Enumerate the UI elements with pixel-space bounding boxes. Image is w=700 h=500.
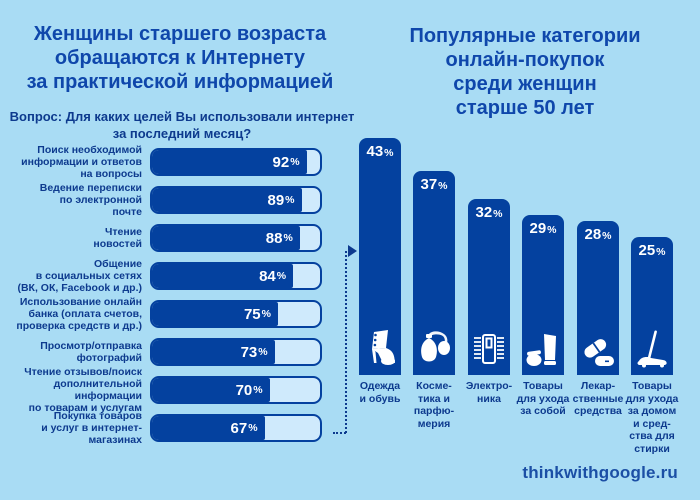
percent-sign: %: [602, 230, 612, 242]
right-column-chart: 43% Одежда и обувь 37% Косме-тика и парфю-м…: [356, 130, 700, 470]
bar-fill: 73%: [152, 340, 275, 364]
bar-row: Использование онлайн банка (оплата счетов…: [10, 296, 350, 332]
right-chart-title: Популярные категории онлайн-покупок среди …: [409, 25, 641, 119]
bar-row: Поиск необходимой информации и ответов на …: [10, 144, 350, 180]
percent-sign: %: [283, 232, 293, 244]
bar-row-label: Покупка товаров и услуг в интернет-магази…: [41, 410, 142, 446]
bar-value: 84: [259, 267, 276, 285]
left-bar-chart: Поиск необходимой информации и ответов на …: [10, 144, 350, 452]
selfcare-icon: [526, 330, 560, 370]
bar-row: Покупка товаров и услуг в интернет-магази…: [10, 410, 350, 446]
bar-row: Ведение переписки по электронной почте 89%: [10, 182, 350, 218]
connector-arrow-icon: [348, 245, 357, 257]
column-label: Электро-ника: [465, 380, 513, 405]
bar-row-label: Чтение отзывов/поиск дополнительной инфор…: [24, 366, 142, 414]
perfume-icon: [417, 330, 451, 370]
column-label: Товары для ухода за домом и сред-ства для ст…: [625, 380, 679, 455]
column-bar: 29%: [522, 215, 564, 375]
column-bar: 28%: [577, 221, 619, 375]
column-value: 28%: [584, 226, 612, 243]
bar-track: 75%: [150, 300, 322, 328]
electronics-icon: [474, 334, 504, 364]
column-label: Лекар-ственные средства: [572, 380, 624, 417]
column-bar: 43%: [359, 138, 401, 375]
column-value: 32%: [475, 204, 503, 221]
bar-track: 70%: [150, 376, 322, 404]
boot-icon: [363, 330, 397, 370]
bar-fill: 70%: [152, 378, 270, 402]
mop-icon: [635, 330, 669, 370]
bar-fill: 84%: [152, 264, 294, 288]
connector-vertical-line: [345, 251, 347, 433]
bar-row: Чтение новостей 88%: [10, 224, 350, 252]
percent-sign: %: [290, 156, 300, 168]
electronics-icon: [472, 330, 506, 370]
bar-fill: 89%: [152, 188, 302, 212]
bar-value: 67: [230, 419, 248, 437]
percent-sign: %: [285, 194, 295, 206]
bar-value: 73: [240, 343, 258, 361]
boot-icon: [372, 330, 395, 365]
left-chart-title: Женщины старшего возраста обращаются к Ин…: [26, 23, 334, 93]
percent-sign: %: [248, 422, 258, 434]
percent-sign: %: [438, 180, 448, 192]
bar-row-label: Поиск необходимой информации и ответов на …: [21, 144, 142, 180]
percent-sign: %: [493, 208, 503, 220]
bar-row-label: Чтение новостей: [93, 226, 142, 250]
bar-track: 67%: [150, 414, 322, 442]
percent-sign: %: [253, 384, 263, 396]
bar-row-label: Общение в социальных сетях (ВК, ОК, Facebo…: [17, 258, 142, 294]
perfume-icon: [421, 331, 450, 362]
percent-sign: %: [547, 224, 557, 236]
column-value: 37%: [420, 176, 448, 193]
bar-value: 70: [235, 381, 253, 399]
bar-value: 89: [267, 191, 285, 209]
column-value: 29%: [529, 220, 557, 237]
percent-sign: %: [261, 308, 271, 320]
left-chart-question: Вопрос: Для каких целей Вы использовали …: [8, 108, 356, 142]
footer-site-text: thinkwithgoogle.ru: [522, 463, 678, 482]
question-label: Вопрос:: [9, 109, 63, 124]
column-bar: 25%: [631, 237, 673, 375]
bar-value: 75: [243, 305, 261, 323]
column-label: Косме-тика и парфю-мерия: [413, 380, 455, 430]
connector-horizontal-line: [333, 432, 346, 434]
bar-row-label: Использование онлайн банка (оплата счетов…: [16, 296, 142, 332]
percent-sign: %: [384, 147, 394, 159]
bar-track: 84%: [150, 262, 322, 290]
question-text: Для каких целей Вы использовали интернет…: [62, 109, 355, 141]
mop-icon: [637, 330, 667, 368]
column-label: Одежда и обувь: [359, 380, 401, 405]
bar-track: 89%: [150, 186, 322, 214]
column-value: 43%: [366, 143, 394, 160]
bar-row-label: Просмотр/отправка фотографий: [40, 340, 142, 364]
pills-icon: [584, 339, 614, 366]
bar-fill: 67%: [152, 416, 265, 440]
percent-sign: %: [656, 246, 666, 258]
bar-fill: 92%: [152, 150, 307, 174]
column-bar: 37%: [413, 171, 455, 375]
percent-sign: %: [258, 346, 268, 358]
percent-sign: %: [276, 270, 287, 282]
bar-value: 88: [265, 229, 283, 247]
selfcare-icon: [526, 334, 556, 366]
pills-icon: [581, 330, 615, 370]
bar-fill: 75%: [152, 302, 278, 326]
bar-row: Общение в социальных сетях (ВК, ОК, Facebo…: [10, 258, 350, 294]
bar-track: 73%: [150, 338, 322, 366]
bar-row: Просмотр/отправка фотографий 73%: [10, 338, 350, 366]
bar-track: 92%: [150, 148, 322, 176]
bar-row-label: Ведение переписки по электронной почте: [39, 182, 142, 218]
column-value: 25%: [638, 242, 666, 259]
bar-row: Чтение отзывов/поиск дополнительной инфор…: [10, 366, 350, 414]
bar-track: 88%: [150, 224, 322, 252]
column-label: Товары для ухода за собой: [516, 380, 570, 417]
column-bar: 32%: [468, 199, 510, 375]
bar-value: 92: [272, 153, 290, 171]
bar-fill: 88%: [152, 226, 300, 250]
